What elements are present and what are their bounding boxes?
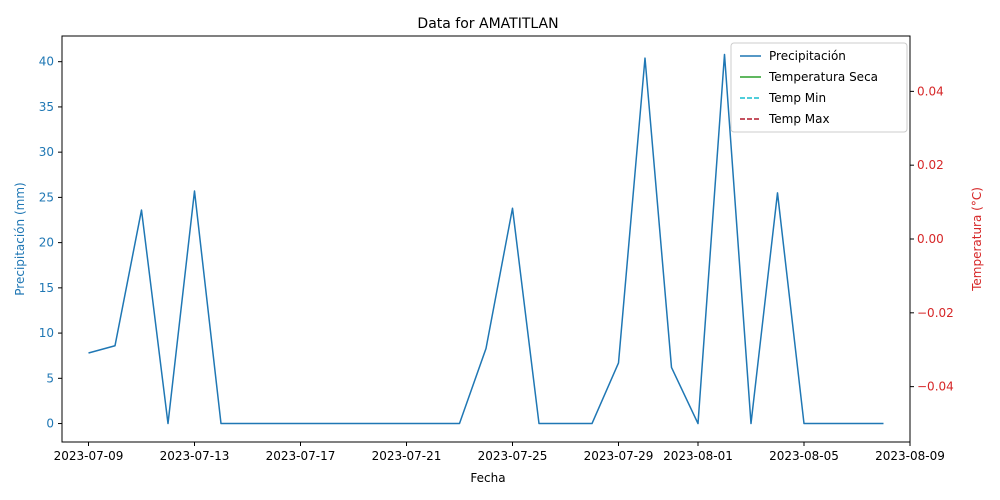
left-y-tick-label: 35 (39, 100, 54, 114)
series-line-precipitaci-n (88, 53, 884, 425)
x-tick-label: 2023-07-25 (478, 449, 548, 463)
left-y-tick-label: 20 (39, 236, 54, 250)
x-axis-title: Fecha (470, 471, 505, 485)
x-tick-label: 2023-08-05 (769, 449, 839, 463)
left-y-axis-title: Precipitación (mm) (13, 182, 27, 295)
legend-item: Precipitación (740, 49, 846, 63)
legend-label: Temp Max (768, 112, 830, 126)
right-y-tick-label: 0.04 (917, 84, 944, 98)
right-y-tick-label: 0.00 (917, 232, 944, 246)
left-y-tick-label: 15 (39, 281, 54, 295)
legend-item: Temp Max (740, 112, 830, 126)
x-tick-label: 2023-07-29 (584, 449, 654, 463)
right-y-tick-label: 0.02 (917, 158, 944, 172)
left-y-tick-label: 5 (46, 371, 54, 385)
legend: Precipitación Temperatura Seca Temp Min Tem… (730, 42, 908, 133)
x-tick-label: 2023-07-09 (54, 449, 124, 463)
x-tick-label: 2023-07-21 (372, 449, 442, 463)
series-layer (88, 53, 884, 425)
legend-label: Temp Min (768, 91, 826, 105)
legend-box (730, 42, 908, 133)
legend-label: Precipitación (769, 49, 846, 63)
chart-title: Data for AMATITLAN (417, 16, 558, 32)
x-tick-label: 2023-07-13 (160, 449, 230, 463)
x-axis: 2023-07-09 2023-07-13 2023-07-17 2023-07-21… (54, 442, 945, 463)
right-y-tick-label: −0.04 (917, 380, 954, 394)
left-y-tick-label: 30 (39, 145, 54, 159)
legend-item: Temperatura Seca (740, 70, 878, 84)
left-y-axis: 0 5 10 15 20 25 30 35 40 (39, 55, 62, 431)
right-y-axis-title: Temperatura (°C) (970, 187, 984, 292)
left-y-tick-label: 10 (39, 326, 54, 340)
left-y-tick-label: 25 (39, 190, 54, 204)
left-y-tick-label: 0 (46, 417, 54, 431)
x-tick-label: 2023-08-09 (875, 449, 945, 463)
right-y-tick-label: −0.02 (917, 306, 954, 320)
legend-label: Temperatura Seca (768, 70, 878, 84)
x-tick-label: 2023-08-01 (663, 449, 733, 463)
left-y-tick-label: 40 (39, 55, 54, 69)
legend-item: Temp Min (740, 91, 826, 105)
right-y-axis: −0.04 −0.02 0.00 0.02 0.04 (910, 84, 954, 394)
x-tick-label: 2023-07-17 (266, 449, 336, 463)
